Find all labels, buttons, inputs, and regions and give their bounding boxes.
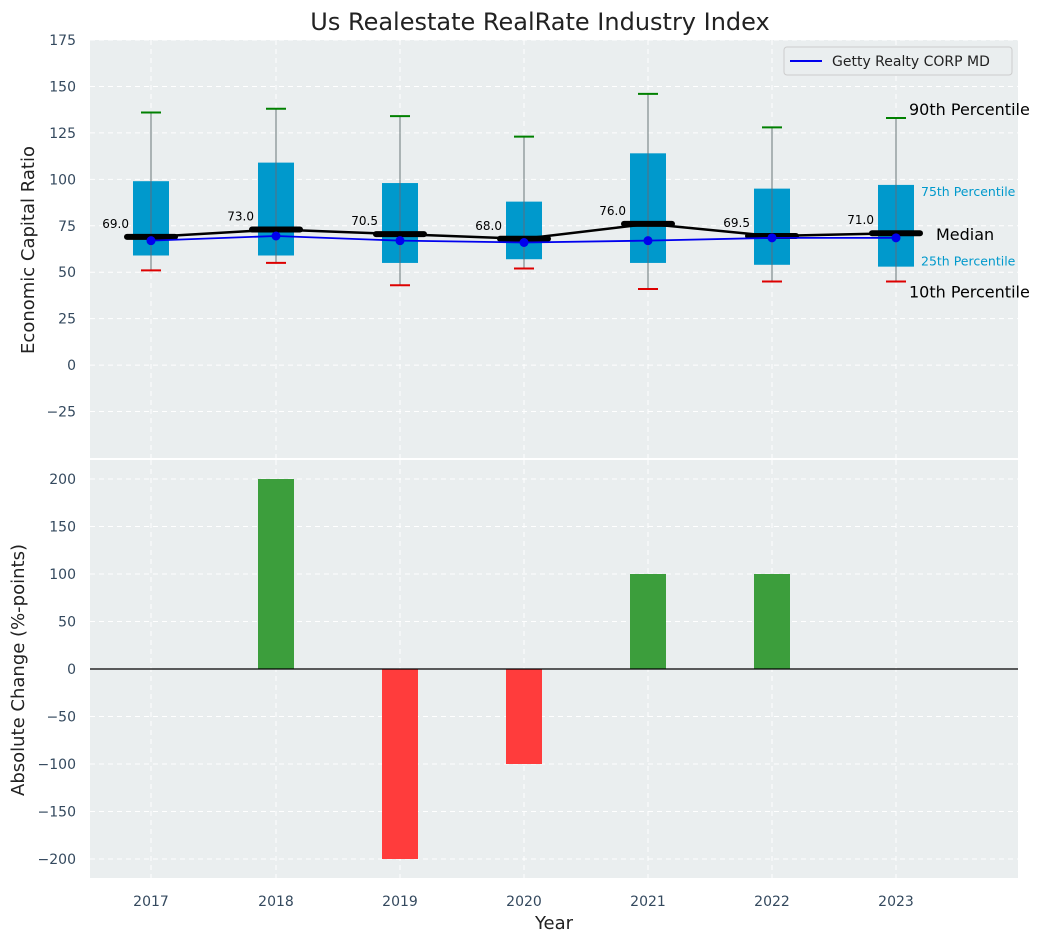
change-bar: [630, 574, 666, 669]
top-y-tick-label: 75: [58, 219, 76, 235]
series-point: [767, 233, 777, 243]
x-tick-label: 2018: [258, 894, 294, 910]
median-value-label: 76.0: [599, 204, 626, 218]
change-bar: [754, 574, 790, 669]
median-value-label: 73.0: [227, 209, 254, 223]
top-y-ticks: 175 150 125 100 75 50 25 0 −25: [46, 33, 76, 421]
series-point: [519, 237, 529, 247]
median-value-label: 71.0: [847, 213, 874, 227]
change-bar: [506, 669, 542, 764]
median-value-label: 69.5: [723, 216, 750, 230]
series-point: [395, 236, 405, 246]
bottom-y-tick-label: 50: [58, 615, 76, 631]
legend-box: [783, 46, 1013, 76]
median-annotation: Median: [936, 225, 994, 244]
q1-annotation: 25th Percentile: [921, 254, 1016, 269]
bottom-y-tick-label: 200: [49, 472, 76, 488]
p90-annotation: 90th Percentile: [909, 100, 1030, 119]
median-value-label: 68.0: [475, 219, 502, 233]
series-point: [271, 231, 281, 241]
top-y-tick-label: −25: [46, 405, 76, 421]
bottom-y-axis-label: Absolute Change (%-points): [8, 544, 29, 796]
top-y-tick-label: 100: [49, 172, 76, 188]
bottom-y-tick-label: 100: [49, 567, 76, 583]
top-y-tick-label: 150: [49, 79, 76, 95]
bottom-y-tick-label: 0: [67, 662, 76, 678]
top-series: [146, 222, 901, 247]
bottom-panel: 200 150 100 50 0 −50 −100 −150 −200 2017 2018 2019…: [8, 460, 1018, 934]
top-panel: 175 150 125 100 75 50 25 0 −25 69.0 73.0 70.5 68.0 7…: [18, 33, 1030, 458]
x-tick-label: 2021: [630, 894, 666, 910]
bottom-x-ticks: 2017 2018 2019 2020 2021 2022 2023: [133, 894, 914, 910]
bottom-y-tick-label: −100: [38, 757, 76, 773]
top-y-tick-label: 125: [49, 126, 76, 142]
x-tick-label: 2023: [878, 894, 914, 910]
q3-annotation: 75th Percentile: [921, 184, 1016, 199]
chart-title: Us Realestate RealRate Industry Index: [310, 8, 769, 36]
p10-annotation: 10th Percentile: [909, 283, 1030, 302]
median-value-label: 69.0: [102, 217, 129, 231]
x-tick-label: 2020: [506, 894, 542, 910]
series-point: [146, 236, 156, 246]
change-bar: [382, 669, 418, 859]
bottom-y-tick-label: −150: [38, 805, 76, 821]
legend-series-name: Getty Realty CORP MD: [832, 54, 990, 70]
median-value-label: 70.5: [351, 214, 378, 228]
bottom-y-tick-label: 150: [49, 520, 76, 536]
top-y-axis-label: Economic Capital Ratio: [18, 146, 39, 354]
top-y-tick-label: 175: [49, 33, 76, 49]
x-axis-label: Year: [534, 913, 574, 934]
bottom-bars: [90, 479, 1018, 859]
bottom-y-ticks: 200 150 100 50 0 −50 −100 −150 −200: [38, 472, 76, 868]
x-tick-label: 2019: [382, 894, 418, 910]
series-point: [643, 236, 653, 246]
legend: Getty Realty CORP MD: [783, 46, 1013, 76]
series-point: [891, 233, 901, 243]
top-annotations: 90th Percentile 75th Percentile Median 25th…: [909, 100, 1030, 301]
top-y-tick-label: 0: [67, 358, 76, 374]
bottom-y-tick-label: −50: [46, 710, 76, 726]
top-y-tick-label: 25: [58, 312, 76, 328]
top-plot-background: [90, 40, 1018, 458]
bottom-y-tick-label: −200: [38, 852, 76, 868]
x-tick-label: 2022: [754, 894, 790, 910]
change-bar: [258, 479, 294, 669]
top-y-tick-label: 50: [58, 265, 76, 281]
x-tick-label: 2017: [133, 894, 169, 910]
